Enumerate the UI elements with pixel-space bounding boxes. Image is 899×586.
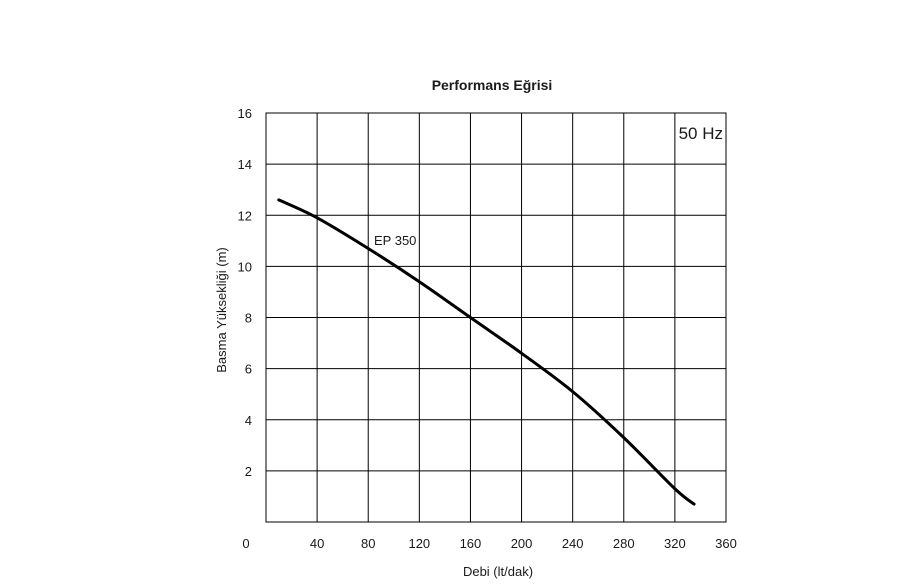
x-tick-label: 0 <box>242 536 249 551</box>
x-axis-label: Debi (lt/dak) <box>463 564 533 579</box>
x-tick-label: 40 <box>310 536 324 551</box>
x-tick-label: 120 <box>408 536 430 551</box>
y-tick-label: 10 <box>238 259 252 274</box>
x-tick-label: 320 <box>664 536 686 551</box>
y-tick-label: 4 <box>245 413 252 428</box>
x-tick-label: 280 <box>613 536 635 551</box>
series-layer <box>277 198 696 506</box>
y-tick-label: 14 <box>238 157 252 172</box>
series-line-0 <box>277 198 696 506</box>
plot-area-frame <box>265 112 727 523</box>
y-tick-label: 8 <box>245 311 252 326</box>
x-tick-label: 80 <box>361 536 375 551</box>
y-tick-label: 16 <box>238 106 252 121</box>
x-tick-label: 240 <box>562 536 584 551</box>
x-tick-label: 360 <box>715 536 737 551</box>
chart-title: Performans Eğrisi <box>432 77 553 93</box>
y-axis-label: Basma Yüksekliği (m) <box>214 247 229 372</box>
chart-grid <box>266 113 726 522</box>
y-tick-label: 12 <box>238 208 252 223</box>
series-label-ep350: EP 350 <box>374 233 416 248</box>
y-axis-ticks: 2 4 6 8 10 12 14 16 <box>238 106 252 479</box>
y-tick-label: 2 <box>245 464 252 479</box>
frequency-annotation: 50 Hz <box>679 124 723 143</box>
y-tick-label: 6 <box>245 362 252 377</box>
x-tick-label: 160 <box>460 536 482 551</box>
x-tick-label: 200 <box>511 536 533 551</box>
x-axis-ticks: 0 40 80 120 160 200 240 280 320 360 <box>242 536 736 551</box>
